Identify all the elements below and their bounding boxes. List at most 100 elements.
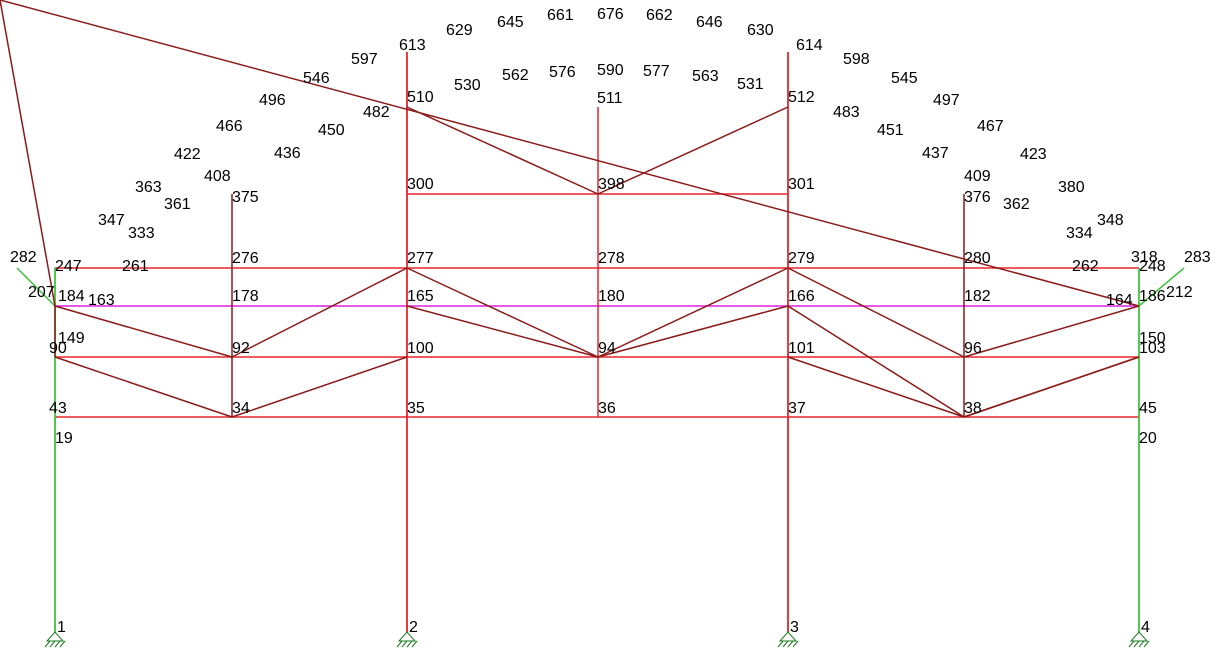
brace-lower-2 xyxy=(54,305,233,358)
node-label: 277 xyxy=(407,250,434,267)
brace-lower-1 xyxy=(231,356,408,418)
node-label: 103 xyxy=(1139,340,1166,357)
support-4-symbol xyxy=(1128,631,1150,648)
node-label: 576 xyxy=(549,64,576,81)
node-label: 247 xyxy=(55,258,82,275)
node-label: 450 xyxy=(318,122,345,139)
node-label: 150 xyxy=(1139,330,1166,347)
node-label: 43 xyxy=(49,400,67,417)
brace-lower-12 xyxy=(787,356,965,418)
node-label: 348 xyxy=(1097,212,1124,229)
brace-lower-3 xyxy=(231,267,408,358)
node-label: 333 xyxy=(128,225,155,242)
brace-lower-13 xyxy=(963,356,1140,418)
brace-upper-1 xyxy=(406,106,599,195)
outrigger-right xyxy=(1138,267,1185,307)
node-label: 186 xyxy=(1139,288,1166,305)
node-label: 422 xyxy=(174,146,201,163)
node-label: 149 xyxy=(58,330,85,347)
outrigger-left xyxy=(16,267,56,307)
brace-lower-0 xyxy=(54,356,233,418)
node-label: 497 xyxy=(933,92,960,109)
node-label: 375 xyxy=(232,189,259,206)
node-label: 184 xyxy=(58,288,85,305)
node-label: 94 xyxy=(598,340,616,357)
node-label: 37 xyxy=(788,400,806,417)
node-label: 590 xyxy=(597,62,624,79)
node-label: 90 xyxy=(49,340,67,357)
node-label: 408 xyxy=(204,168,231,185)
support-2-label: 2 xyxy=(409,619,418,636)
node-label: 661 xyxy=(547,7,574,24)
node-label: 436 xyxy=(274,145,301,162)
node-label: 530 xyxy=(454,77,481,94)
node-label: 301 xyxy=(788,176,815,193)
node-label: 278 xyxy=(598,250,625,267)
support-1-symbol xyxy=(44,631,66,648)
node-label: 510 xyxy=(407,89,434,106)
node-label: 178 xyxy=(232,288,259,305)
node-label: 262 xyxy=(1072,258,1099,275)
brace-lower-7 xyxy=(597,305,789,358)
node-label: 276 xyxy=(232,250,259,267)
support-2-symbol xyxy=(396,631,418,648)
node-label: 164 xyxy=(1106,292,1133,309)
node-label: 282 xyxy=(10,249,37,266)
node-label: 496 xyxy=(259,92,286,109)
node-label: 34 xyxy=(232,400,250,417)
frame-members xyxy=(0,0,1185,632)
brace-upper-2 xyxy=(597,106,789,195)
brace-lower-4 xyxy=(406,267,599,358)
brace-lower-5 xyxy=(597,267,789,358)
support-3-label: 3 xyxy=(790,619,799,636)
node-label: 437 xyxy=(922,145,949,162)
node-label: 613 xyxy=(399,37,426,54)
node-label: 300 xyxy=(407,176,434,193)
node-label: 363 xyxy=(135,179,162,196)
node-label: 101 xyxy=(788,340,815,357)
node-label: 531 xyxy=(737,76,764,93)
node-label: 207 xyxy=(28,284,55,301)
node-label: 597 xyxy=(351,51,378,68)
node-label: 279 xyxy=(788,250,815,267)
node-label: 334 xyxy=(1066,225,1093,242)
node-label: 283 xyxy=(1184,249,1211,266)
node-label: 45 xyxy=(1139,400,1157,417)
node-label: 361 xyxy=(164,196,191,213)
node-label: 96 xyxy=(964,340,982,357)
node-label: 163 xyxy=(88,292,115,309)
supports xyxy=(44,631,1150,648)
node-label: 511 xyxy=(597,90,623,107)
node-label: 20 xyxy=(1139,430,1157,447)
node-label: 36 xyxy=(598,400,616,417)
node-label: 614 xyxy=(796,37,823,54)
node-label: 362 xyxy=(1003,196,1030,213)
node-label: 645 xyxy=(497,14,524,31)
node-label: 466 xyxy=(216,118,243,135)
brace-lower-6 xyxy=(406,305,599,358)
node-label: 546 xyxy=(303,70,330,87)
node-label: 280 xyxy=(964,250,991,267)
node-label: 409 xyxy=(964,168,991,185)
node-label: 598 xyxy=(843,51,870,68)
node-label: 630 xyxy=(747,22,774,39)
node-label: 577 xyxy=(643,63,670,80)
node-label: 629 xyxy=(446,22,473,39)
node-label: 35 xyxy=(407,400,425,417)
node-label: 92 xyxy=(232,340,250,357)
node-label: 19 xyxy=(55,430,73,447)
node-label: 563 xyxy=(692,68,719,85)
support-1-label: 1 xyxy=(57,619,66,636)
node-label: 545 xyxy=(891,70,918,87)
node-label: 376 xyxy=(964,189,991,206)
node-label: 180 xyxy=(598,288,625,305)
node-label: 512 xyxy=(788,89,815,106)
node-label: 646 xyxy=(696,14,723,31)
brace-lower-10 xyxy=(787,305,965,418)
brace-lower-9 xyxy=(963,305,1140,358)
node-label: 467 xyxy=(977,118,1004,135)
node-label: 482 xyxy=(363,104,390,121)
node-label: 318 xyxy=(1131,249,1158,266)
